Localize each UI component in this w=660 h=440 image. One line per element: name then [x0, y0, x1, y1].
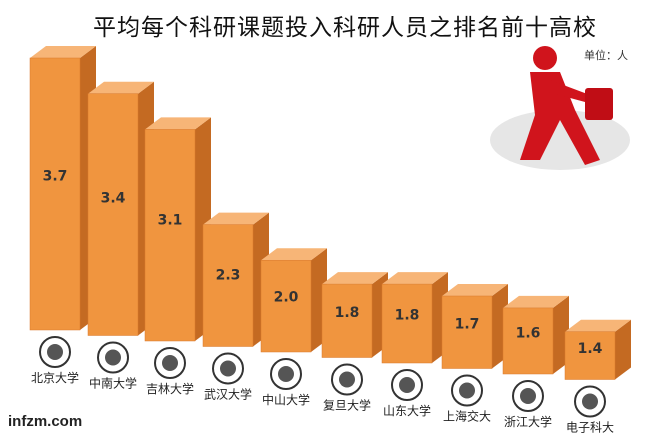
bar-10: 1.4 电子科大: [564, 319, 631, 435]
university-logo-center: [47, 344, 63, 360]
bar-front: [564, 331, 616, 380]
category-label: 山东大学: [383, 403, 431, 418]
category-label: 中南大学: [89, 376, 137, 391]
value-label: 2.0: [274, 290, 299, 306]
value-label: 1.8: [395, 308, 420, 324]
university-logo-center: [459, 382, 475, 399]
university-logo-center: [220, 360, 236, 377]
bar-top: [88, 81, 154, 94]
category-label: 吉林大学: [146, 381, 194, 396]
university-logo-center: [582, 393, 598, 410]
category-label: 浙江大学: [504, 414, 552, 429]
category-label: 武汉大学: [204, 387, 252, 402]
bar-top: [322, 272, 388, 285]
source-watermark: infzm.com: [8, 413, 83, 430]
category-label: 电子科大: [566, 421, 614, 435]
value-label: 1.7: [455, 317, 480, 333]
bar-top: [30, 46, 96, 58]
bar-front: [202, 224, 254, 347]
bar-7: 1.8 山东大学: [381, 272, 448, 418]
bar-front: [29, 57, 81, 331]
bar-front: [441, 295, 493, 369]
bar-1: 3.7 北京大学: [29, 46, 96, 385]
bar-front: [144, 129, 196, 342]
bar-top: [565, 319, 631, 332]
bar-front: [381, 283, 433, 364]
bar-front: [87, 93, 139, 336]
value-label: 1.8: [335, 305, 360, 321]
university-logo-center: [399, 377, 415, 393]
university-logo-center: [520, 388, 536, 404]
bar-front: [502, 307, 554, 375]
bar-top: [503, 295, 569, 308]
value-label: 3.1: [158, 213, 183, 229]
value-label: 3.4: [101, 191, 126, 207]
bar-9: 1.6 浙江大学: [502, 295, 569, 429]
chart-title: 平均每个科研课题投入科研人员之排名前十高校: [93, 15, 597, 41]
university-logo-center: [105, 349, 121, 366]
bar-top: [145, 117, 211, 130]
bar-8: 1.7 上海交大: [441, 284, 508, 424]
bar-top: [261, 248, 327, 261]
category-label: 中山大学: [262, 392, 310, 407]
value-label: 1.4: [578, 341, 603, 357]
bar-top: [382, 272, 448, 285]
bar-5: 2.0 中山大学: [260, 248, 327, 407]
bar-side: [615, 319, 631, 380]
bar-6: 1.8 复旦大学: [321, 272, 388, 413]
bar-2: 3.4 中南大学: [87, 81, 154, 391]
unit-label: 单位：人: [584, 49, 628, 62]
university-logo-center: [278, 366, 294, 382]
bar-front: [260, 260, 312, 353]
category-label: 复旦大学: [323, 398, 371, 413]
bar-top: [203, 212, 269, 225]
university-logo-center: [339, 371, 355, 388]
university-logo-center: [162, 355, 178, 371]
walking-man-illustration: [490, 46, 630, 170]
category-label: 北京大学: [31, 370, 79, 385]
bar-top: [442, 284, 508, 296]
bar-front: [321, 283, 373, 358]
category-label: 上海交大: [443, 409, 491, 424]
value-label: 2.3: [216, 267, 241, 283]
bar-4: 2.3 武汉大学: [202, 212, 269, 402]
value-label: 1.6: [516, 326, 541, 342]
value-label: 3.7: [43, 168, 68, 184]
bar-3: 3.1 吉林大学: [144, 117, 211, 396]
